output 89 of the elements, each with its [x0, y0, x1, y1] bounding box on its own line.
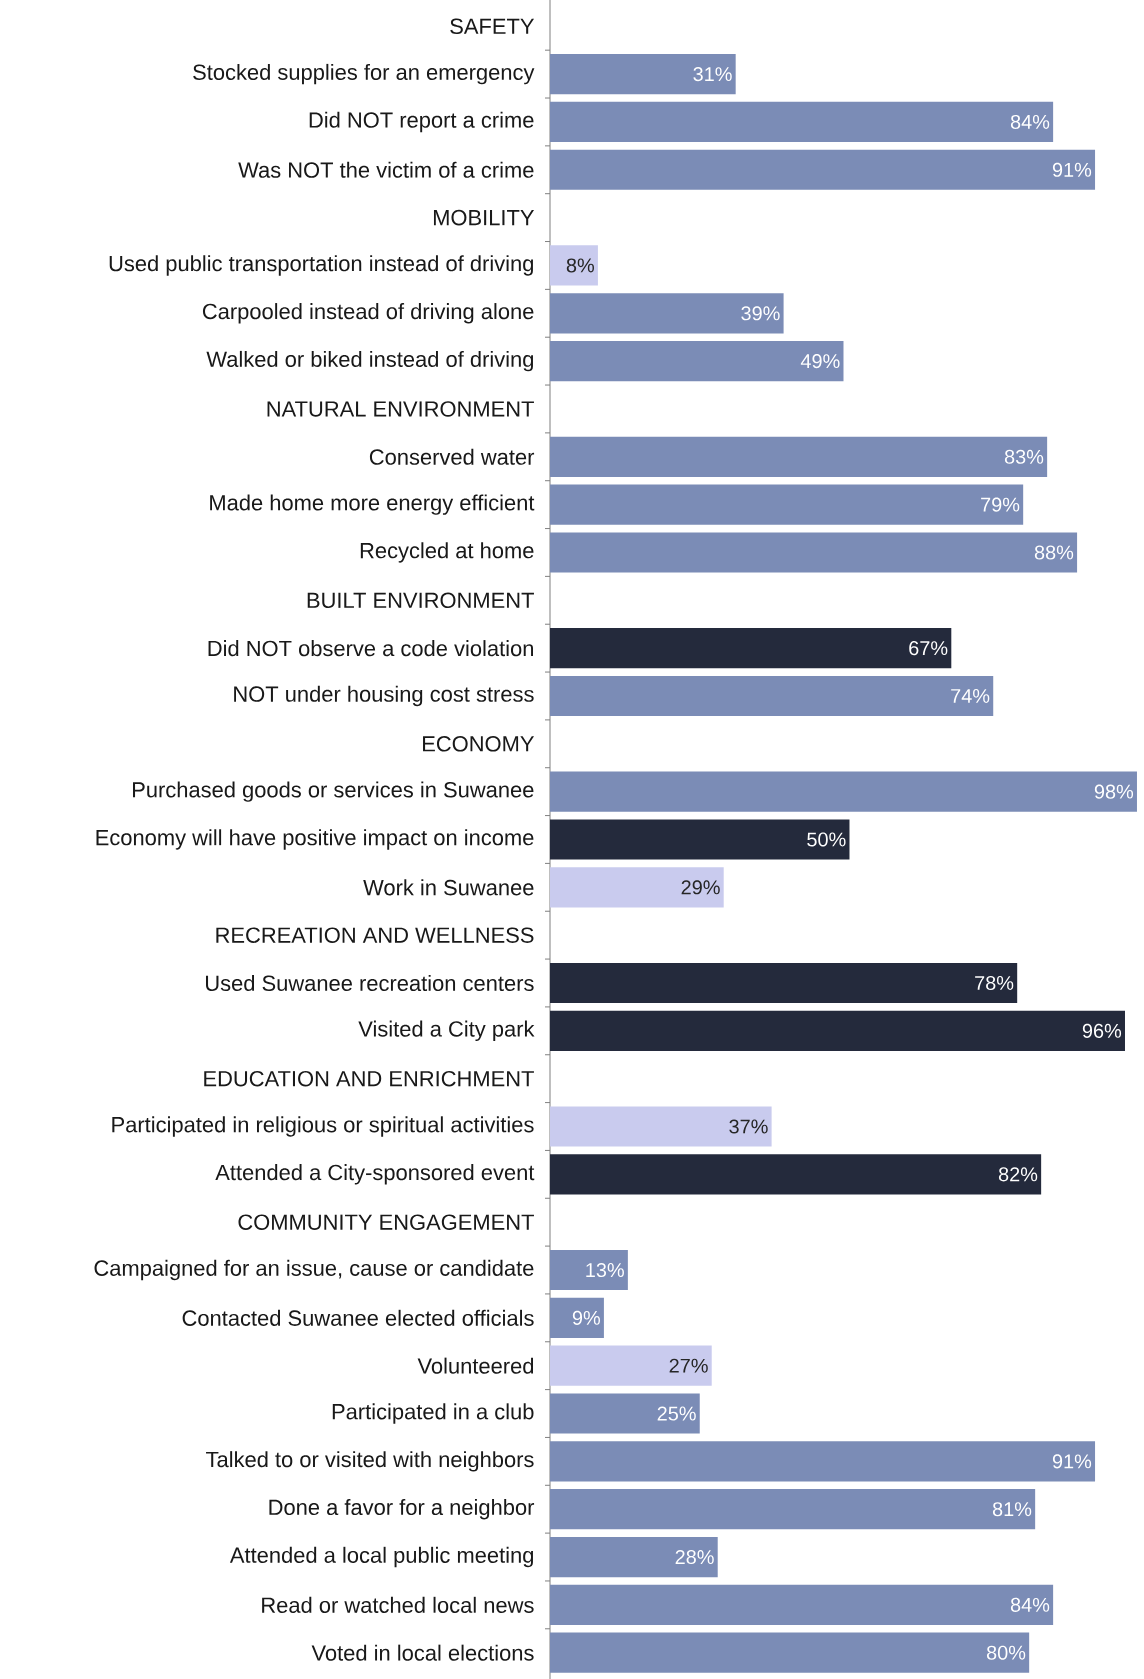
y-tick-label: Conserved water [369, 448, 535, 465]
bar [550, 1154, 1042, 1195]
y-tick-label: Made home more energy efficient [210, 494, 535, 515]
bar [550, 293, 784, 334]
bar [550, 436, 1048, 477]
bar [550, 675, 994, 717]
y-tick-label: Stocked supplies for an emergency [193, 63, 535, 85]
y-tick-label: Work in Suwanee [363, 879, 534, 896]
data-label: 98% [1094, 784, 1134, 799]
y-tick-label: Contacted Suwanee elected officials [182, 1309, 534, 1326]
bar [550, 628, 952, 669]
bar [550, 819, 850, 860]
bar [550, 1441, 1096, 1482]
data-label: 50% [807, 832, 846, 847]
data-label: 29% [681, 880, 720, 895]
y-tick-label: Volunteered [417, 1357, 534, 1374]
y-tick-label: Attended a local public meeting [229, 1546, 534, 1568]
data-label: 8% [566, 258, 594, 273]
y-tick-label: Carpooled instead of driving alone [202, 303, 534, 324]
bar [550, 1106, 772, 1147]
y-tick-label: Used public transportation instead of driving [109, 255, 533, 276]
data-label: 28% [675, 1549, 714, 1565]
data-label: 91% [1052, 162, 1092, 177]
bar [550, 484, 1024, 525]
data-label: 39% [741, 306, 780, 321]
y-tick-label: Done a favor for a neighbor [269, 1498, 535, 1520]
y-tick-label: SAFETY [450, 18, 535, 35]
data-label: 78% [975, 975, 1014, 991]
data-label: 83% [1004, 449, 1044, 464]
y-tick-label: Participated in a club [332, 1403, 534, 1424]
y-tick-label: COMMUNITY ENGAGEMENT [238, 1214, 534, 1230]
y-tick-label: Was NOT the victim of a crime [238, 161, 534, 178]
y-tick-label: ECONOMY [423, 736, 535, 752]
y-tick-label: EDUCATION AND ENRICHMENT [204, 1070, 534, 1087]
bar [550, 1345, 712, 1386]
bar [550, 1393, 700, 1434]
y-tick-label: Used Suwanee recreation centers [206, 974, 534, 992]
y-tick-label: Campaigned for an issue, cause or candidate [94, 1259, 534, 1281]
y-tick-label: Walked or biked instead of driving [206, 350, 534, 372]
y-tick-label: NATURAL ENVIRONMENT [267, 401, 534, 417]
bar [550, 1297, 604, 1338]
data-label: 88% [1034, 545, 1074, 560]
bar [550, 54, 736, 95]
y-tick-label: Purchased goods or services in Suwanee [133, 781, 534, 802]
data-label: 25% [657, 1406, 696, 1421]
data-label: 84% [1010, 1597, 1050, 1612]
y-tick-label: Voted in local elections [311, 1644, 534, 1661]
bar [550, 1632, 1030, 1673]
bar [550, 341, 844, 382]
y-tick-label: Recycled at home [360, 542, 534, 563]
y-tick-label: Participated in religious or spiritual activities [112, 1116, 534, 1137]
y-tick-label: Visited a City park [358, 1020, 535, 1042]
y-tick-label: NOT under housing cost stress [234, 685, 534, 707]
bar [550, 1249, 628, 1291]
bar [550, 1536, 718, 1578]
data-label: 81% [992, 1502, 1032, 1517]
y-tick-label: MOBILITY [433, 209, 535, 226]
data-label: 96% [1082, 1023, 1122, 1038]
y-tick-label: Did NOT report a crime [309, 111, 534, 133]
data-label: 84% [1010, 114, 1050, 129]
y-tick-label: Talked to or visited with neighbors [206, 1451, 534, 1472]
bar [550, 1584, 1054, 1625]
bar [550, 149, 1096, 190]
y-tick-label: Read or watched local news [262, 1596, 534, 1613]
data-label: 49% [800, 354, 840, 369]
data-label: 67% [909, 641, 948, 656]
bar [550, 245, 598, 286]
bar [550, 962, 1018, 1004]
y-tick-label: RECREATION AND WELLNESS [216, 927, 534, 943]
data-label: 27% [669, 1358, 708, 1373]
bar [550, 1489, 1036, 1530]
y-tick-label: Did NOT observe a code violation [208, 640, 533, 657]
bar [550, 771, 1137, 812]
data-label: 91% [1052, 1454, 1092, 1469]
y-tick-label: Economy will have positive impact on income [96, 829, 534, 850]
data-label: 79% [981, 497, 1020, 512]
data-label: 74% [951, 689, 990, 703]
bar [550, 101, 1054, 143]
bar [550, 532, 1078, 573]
bar [550, 867, 724, 908]
data-label: 31% [693, 67, 732, 82]
data-label: 37% [729, 1119, 768, 1134]
data-label: 80% [986, 1645, 1026, 1660]
bar [550, 1010, 1125, 1051]
data-label: 9% [572, 1310, 600, 1325]
y-tick-label: Attended a City-sponsored event [215, 1164, 535, 1185]
data-label: 13% [586, 1262, 624, 1278]
data-label: 82% [998, 1167, 1038, 1182]
y-tick-label: BUILT ENVIRONMENT [307, 592, 534, 609]
